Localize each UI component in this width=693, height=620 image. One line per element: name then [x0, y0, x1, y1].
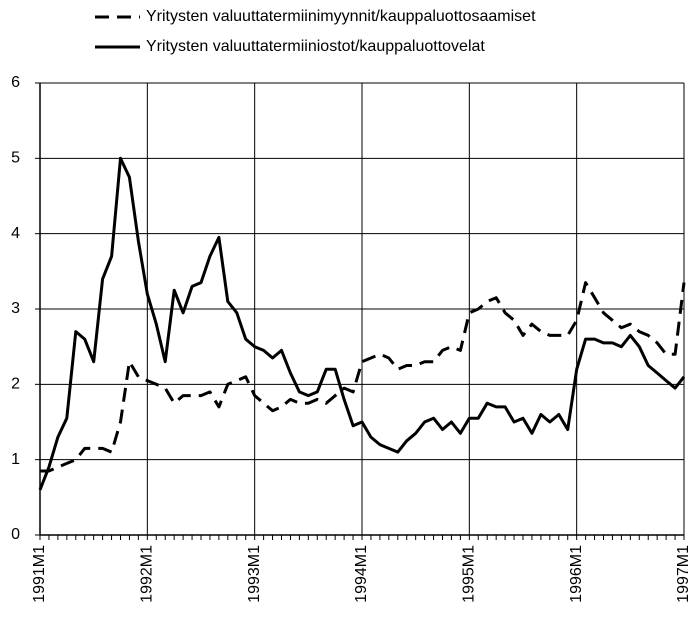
- x-tick-label: 1994M1: [353, 545, 370, 603]
- legend-label: Yritysten valuuttatermiinimyynnit/kauppa…: [146, 8, 536, 25]
- x-tick-label: 1992M1: [139, 545, 156, 603]
- data-line: [40, 281, 686, 473]
- x-tick-label: 1991M1: [31, 545, 48, 603]
- y-tick-label: 5: [11, 150, 20, 167]
- y-tick-label: 0: [11, 526, 20, 543]
- x-tick-label: 1997M1: [675, 545, 692, 603]
- y-tick-label: 1: [11, 451, 20, 468]
- y-tick-label: 4: [11, 225, 20, 242]
- data-line: [38, 156, 686, 491]
- x-tick-label: 1993M1: [246, 545, 263, 603]
- y-tick-label: 3: [11, 300, 20, 317]
- y-tick-label: 6: [11, 74, 20, 91]
- x-tick-label: 1995M1: [461, 545, 478, 603]
- x-tick-label: 1996M1: [568, 545, 585, 603]
- y-tick-label: 2: [11, 376, 20, 393]
- legend-label: Yritysten valuuttatermiiniostot/kauppalu…: [146, 38, 485, 55]
